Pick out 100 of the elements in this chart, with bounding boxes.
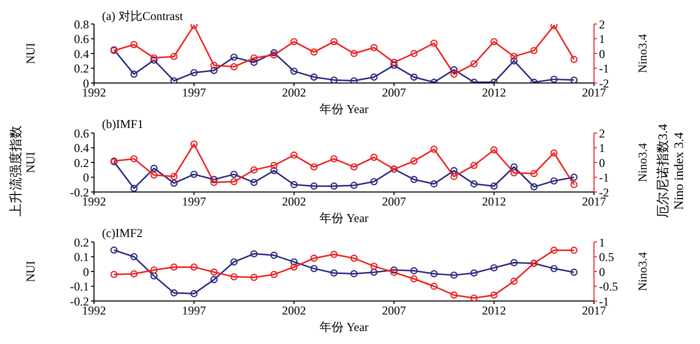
- point: [330, 250, 338, 258]
- x-tick-label: 2002: [282, 86, 306, 100]
- point: [450, 172, 458, 180]
- point: [230, 54, 238, 61]
- point: [210, 66, 218, 74]
- chart-title: (c)IMF2: [102, 226, 143, 241]
- point: [250, 58, 258, 66]
- point: [130, 184, 138, 192]
- y-axis-title: NUI: [23, 42, 38, 64]
- point: [250, 274, 258, 281]
- y2-tick-label: 1: [599, 141, 605, 156]
- x-tick-label: 2007: [382, 304, 406, 318]
- point: [330, 269, 338, 277]
- y-tick-label: 0.2: [74, 62, 89, 76]
- point: [350, 77, 358, 83]
- point: [150, 171, 158, 179]
- point: [430, 270, 438, 278]
- point: [290, 152, 298, 159]
- point: [410, 74, 418, 81]
- point: [230, 170, 238, 178]
- point: [310, 254, 318, 262]
- point: [570, 181, 578, 188]
- y2-axis-title: Nino3.4: [635, 143, 650, 182]
- text: Nino index 3.4: [671, 132, 687, 210]
- point: [170, 172, 178, 180]
- point: [470, 269, 478, 277]
- point: [370, 178, 378, 186]
- x-tick-label: 2012: [482, 86, 506, 100]
- y-axis-title: NUI: [23, 260, 38, 282]
- point: [130, 253, 138, 260]
- point: [410, 157, 418, 165]
- point: [290, 181, 298, 188]
- point: [470, 180, 478, 188]
- point: [130, 270, 138, 278]
- y2-tick-label: -0.5: [599, 280, 618, 294]
- point: [170, 180, 178, 187]
- text: 上升流强度指数: [7, 126, 24, 216]
- point: [130, 70, 138, 78]
- point: [530, 46, 538, 54]
- point: [330, 182, 338, 190]
- point: [490, 182, 498, 190]
- y2-axis-title: Nino3.4: [635, 34, 650, 73]
- point: [350, 182, 358, 189]
- point: [490, 38, 498, 46]
- point: [370, 44, 378, 52]
- point: [230, 273, 238, 280]
- point: [510, 57, 518, 64]
- x-axis-title: 年份 Year: [319, 211, 369, 225]
- point: [490, 146, 498, 154]
- point: [130, 41, 138, 48]
- point: [470, 60, 478, 68]
- point: [230, 63, 238, 70]
- point: [450, 292, 458, 299]
- point: [370, 154, 378, 161]
- point: [250, 166, 258, 174]
- point: [250, 54, 258, 62]
- y-tick-label: 0.2: [74, 156, 89, 170]
- point: [270, 162, 278, 170]
- y2-tick-label: 2: [599, 17, 605, 32]
- x-tick-label: 2002: [282, 304, 306, 318]
- y2-tick-label: 0.5: [599, 250, 614, 264]
- point: [450, 167, 458, 174]
- x-tick-label: 1997: [182, 86, 206, 100]
- x-axis-title: 年份 Year: [319, 102, 369, 116]
- point: [350, 254, 358, 262]
- point: [310, 74, 318, 81]
- point: [510, 163, 518, 171]
- point: [410, 275, 418, 282]
- point: [310, 182, 318, 190]
- point: [530, 170, 538, 178]
- point: [390, 58, 398, 66]
- point: [190, 170, 198, 178]
- y-tick-label: 0.1: [74, 250, 89, 264]
- point: [330, 155, 338, 162]
- point: [530, 183, 538, 190]
- point: [430, 146, 438, 153]
- point: [270, 49, 278, 56]
- point: [510, 259, 518, 266]
- point: [250, 250, 258, 258]
- chart-title: (b)IMF1: [102, 117, 144, 132]
- point: [170, 263, 178, 271]
- point: [190, 140, 198, 148]
- point: [150, 272, 158, 280]
- point: [310, 163, 318, 171]
- point: [390, 62, 398, 69]
- point: [390, 268, 398, 276]
- point: [470, 162, 478, 170]
- point: [110, 246, 118, 254]
- y2-tick-label: 1: [599, 32, 605, 46]
- point: [450, 272, 458, 279]
- point: [350, 270, 358, 278]
- point: [550, 149, 558, 157]
- point: [210, 176, 218, 184]
- point: [190, 290, 198, 298]
- point: [170, 77, 178, 83]
- point: [570, 56, 578, 63]
- x-axis-title: 年份 Year: [319, 320, 369, 334]
- point: [150, 266, 158, 274]
- y2-tick-label: 2: [599, 126, 605, 140]
- point: [210, 268, 218, 276]
